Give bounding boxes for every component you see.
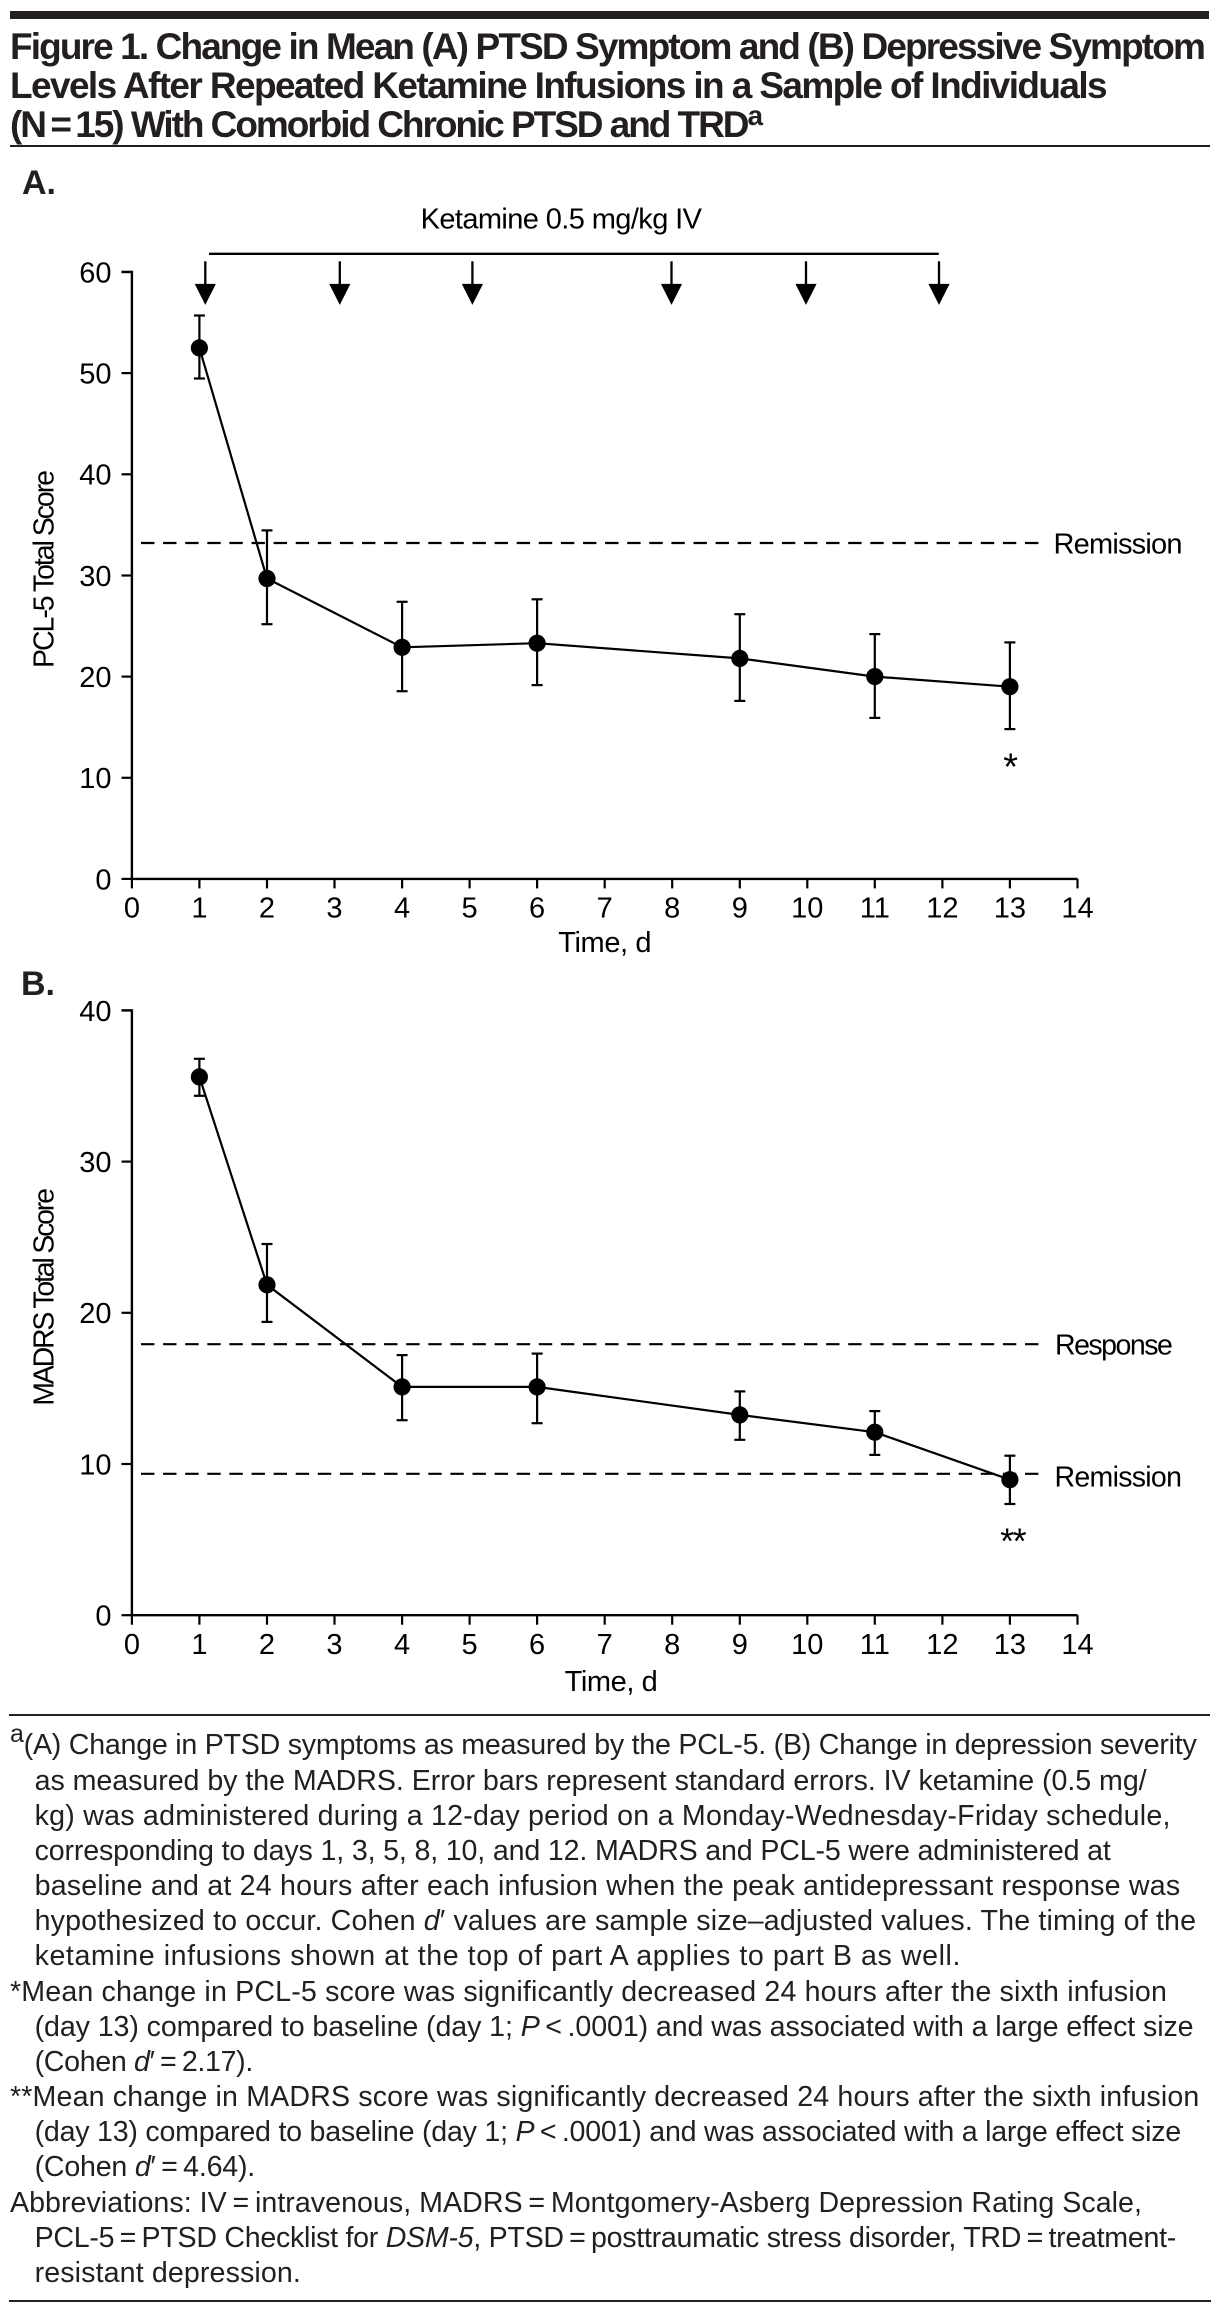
svg-text:Time, d: Time, d [565, 1666, 658, 1698]
svg-text:*: * [1003, 747, 1018, 789]
svg-text:30: 30 [79, 1147, 111, 1179]
svg-text:14: 14 [1061, 1629, 1093, 1661]
svg-text:1: 1 [191, 1629, 207, 1661]
svg-text:Time, d: Time, d [558, 927, 651, 959]
svg-text:Response: Response [1055, 1330, 1172, 1362]
svg-text:7: 7 [597, 893, 613, 925]
svg-text:0: 0 [95, 864, 111, 896]
svg-text:2: 2 [259, 893, 275, 925]
svg-text:8: 8 [664, 1629, 680, 1661]
svg-text:3: 3 [326, 1629, 342, 1661]
svg-text:10: 10 [791, 1629, 823, 1661]
svg-text:20: 20 [79, 662, 111, 694]
svg-text:MADRS Total Score: MADRS Total Score [29, 1189, 61, 1406]
svg-text:Remission: Remission [1055, 1461, 1182, 1493]
svg-text:4: 4 [394, 1629, 410, 1661]
svg-text:40: 40 [79, 460, 111, 492]
svg-text:6: 6 [529, 1629, 545, 1661]
svg-text:20: 20 [79, 1298, 111, 1330]
svg-text:10: 10 [79, 763, 111, 795]
svg-text:2: 2 [259, 1629, 275, 1661]
svg-text:10: 10 [791, 893, 823, 925]
svg-text:0: 0 [124, 1629, 140, 1661]
svg-text:5: 5 [462, 893, 478, 925]
svg-text:3: 3 [326, 893, 342, 925]
svg-text:PCL-5 Total Score: PCL-5 Total Score [29, 471, 61, 668]
svg-text:9: 9 [732, 893, 748, 925]
svg-text:Remission: Remission [1054, 529, 1182, 561]
svg-text:14: 14 [1061, 893, 1093, 925]
svg-text:6: 6 [529, 893, 545, 925]
svg-text:0: 0 [124, 893, 140, 925]
svg-text:5: 5 [462, 1629, 478, 1661]
svg-text:**: ** [1000, 1521, 1027, 1562]
svg-text:13: 13 [994, 1629, 1026, 1661]
svg-text:8: 8 [664, 893, 680, 925]
svg-text:0: 0 [95, 1601, 111, 1633]
svg-text:30: 30 [79, 561, 111, 593]
svg-text:11: 11 [860, 1629, 890, 1661]
svg-text:4: 4 [394, 893, 410, 925]
svg-text:12: 12 [926, 1629, 958, 1661]
svg-text:9: 9 [732, 1629, 748, 1661]
svg-text:12: 12 [926, 893, 958, 925]
svg-text:50: 50 [79, 359, 111, 391]
svg-text:Ketamine 0.5 mg/kg IV: Ketamine 0.5 mg/kg IV [421, 204, 703, 236]
svg-text:40: 40 [79, 996, 111, 1028]
svg-text:13: 13 [994, 893, 1026, 925]
svg-text:1: 1 [191, 893, 207, 925]
svg-text:11: 11 [860, 893, 890, 925]
svg-text:7: 7 [597, 1629, 613, 1661]
svg-text:10: 10 [79, 1449, 111, 1481]
svg-text:60: 60 [79, 257, 111, 289]
